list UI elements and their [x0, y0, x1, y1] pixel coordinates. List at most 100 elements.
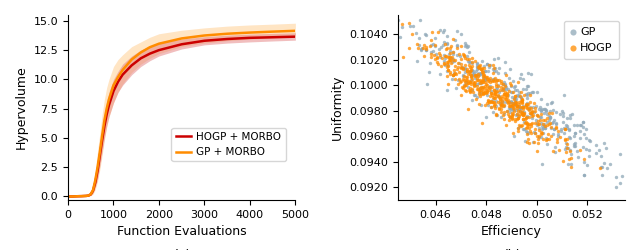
GP	[551, 110, 561, 114]
GP	[468, 93, 479, 97]
HOGP	[483, 98, 493, 102]
GP	[460, 44, 470, 48]
HOGP	[445, 55, 455, 59]
HOGP	[449, 72, 459, 76]
HOGP	[522, 106, 532, 110]
GP	[614, 152, 625, 156]
HOGP	[432, 56, 442, 60]
GP + MORBO	[128, 58, 136, 61]
HOGP	[536, 112, 546, 116]
HOGP	[564, 149, 575, 153]
HOGP	[479, 86, 489, 90]
GP	[541, 136, 551, 140]
GP	[564, 128, 574, 132]
GP	[515, 76, 525, 80]
GP	[536, 135, 546, 139]
HOGP	[535, 118, 545, 122]
GP	[449, 59, 459, 63]
GP	[521, 129, 531, 133]
GP	[484, 62, 495, 66]
GP	[546, 102, 556, 105]
GP	[495, 101, 506, 105]
GP	[420, 32, 431, 36]
GP	[523, 84, 533, 88]
HOGP	[545, 121, 555, 125]
HOGP	[490, 90, 500, 94]
GP	[510, 88, 520, 92]
HOGP	[517, 110, 527, 114]
GP	[420, 48, 431, 52]
HOGP	[461, 56, 472, 60]
HOGP	[480, 80, 490, 84]
GP	[506, 100, 516, 104]
GP	[460, 66, 470, 70]
GP	[467, 72, 477, 76]
HOGP	[448, 73, 458, 77]
GP	[479, 78, 490, 82]
HOGP	[542, 123, 552, 127]
GP	[578, 145, 588, 149]
HOGP	[495, 104, 506, 108]
HOGP	[502, 101, 513, 105]
GP	[569, 124, 579, 128]
GP	[495, 102, 506, 106]
HOGP	[526, 130, 536, 134]
HOGP	[495, 98, 505, 102]
GP	[415, 48, 426, 52]
GP	[511, 104, 521, 108]
GP	[556, 127, 566, 131]
HOGP	[456, 66, 467, 70]
HOGP	[515, 105, 525, 109]
HOGP	[526, 106, 536, 110]
HOGP	[483, 77, 493, 81]
GP	[469, 93, 479, 97]
HOGP	[464, 79, 474, 83]
HOGP	[524, 108, 534, 112]
HOGP	[550, 126, 561, 130]
GP	[413, 36, 424, 40]
GP	[501, 88, 511, 92]
HOGP	[523, 102, 533, 106]
HOGP	[456, 44, 466, 48]
HOGP	[508, 103, 518, 107]
HOGP	[453, 65, 463, 69]
GP	[468, 69, 478, 73]
HOGP	[489, 91, 499, 95]
HOGP	[460, 74, 470, 78]
GP	[470, 76, 480, 80]
GP	[535, 105, 545, 109]
HOGP	[561, 150, 571, 154]
HOGP	[457, 85, 467, 89]
HOGP	[519, 112, 529, 116]
GP	[536, 97, 547, 101]
HOGP	[434, 51, 444, 55]
HOGP	[471, 73, 481, 77]
HOGP	[496, 85, 506, 89]
GP	[556, 109, 566, 113]
GP	[435, 28, 445, 32]
GP	[496, 115, 506, 119]
GP	[395, 35, 405, 39]
HOGP	[508, 131, 518, 135]
HOGP	[530, 130, 540, 134]
GP	[486, 105, 496, 109]
HOGP	[397, 22, 407, 26]
GP	[524, 107, 534, 111]
GP	[442, 42, 452, 46]
HOGP	[456, 57, 467, 61]
HOGP	[515, 112, 525, 116]
GP	[461, 54, 472, 58]
HOGP	[412, 42, 422, 46]
HOGP	[518, 117, 528, 121]
HOGP	[532, 122, 543, 126]
GP	[566, 152, 576, 156]
GP	[499, 104, 509, 108]
GP	[540, 126, 550, 130]
HOGP	[503, 98, 513, 102]
HOGP	[513, 100, 524, 104]
GP	[561, 144, 571, 148]
HOGP	[522, 137, 532, 141]
HOGP	[432, 60, 442, 64]
HOGP	[437, 56, 447, 60]
GP + MORBO	[137, 51, 145, 54]
